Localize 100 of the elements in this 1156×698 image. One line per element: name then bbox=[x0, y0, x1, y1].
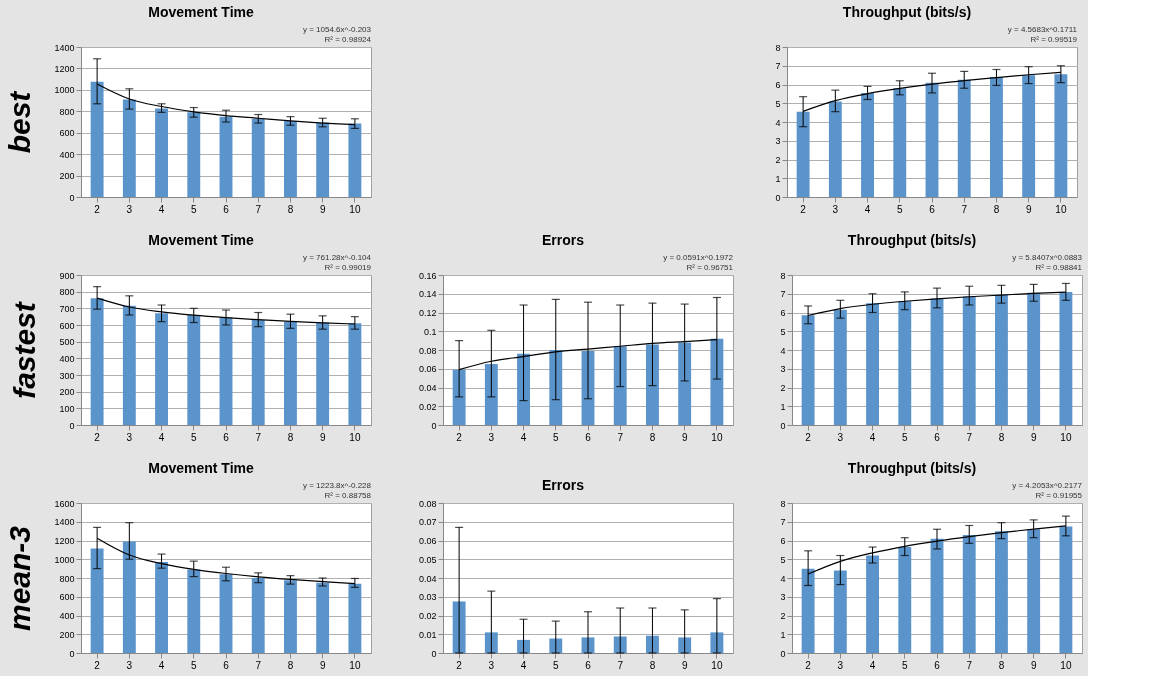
bar bbox=[866, 555, 879, 653]
y-tick-label: 700 bbox=[59, 303, 75, 314]
y-tick-label: 4 bbox=[775, 117, 781, 128]
y-tick-label: 400 bbox=[59, 611, 75, 621]
x-tick-label: 8 bbox=[287, 431, 294, 443]
x-tick-label: 7 bbox=[617, 659, 624, 671]
x-tick-label: 3 bbox=[126, 431, 133, 443]
bar bbox=[155, 562, 168, 653]
y-tick-label: 800 bbox=[59, 106, 75, 117]
y-tick-label: 500 bbox=[59, 337, 75, 348]
bar bbox=[517, 353, 530, 425]
bar bbox=[930, 298, 944, 425]
x-tick-label: 3 bbox=[488, 431, 495, 443]
bar bbox=[646, 344, 659, 425]
x-tick-label: 2 bbox=[94, 659, 101, 671]
y-tick-label: 100 bbox=[59, 403, 75, 414]
bar bbox=[348, 123, 362, 197]
x-tick-label: 9 bbox=[1030, 431, 1037, 443]
bar bbox=[930, 538, 944, 653]
y-tick-label: 1400 bbox=[54, 42, 75, 53]
bar bbox=[284, 321, 297, 425]
y-tick-label: 5 bbox=[775, 98, 781, 109]
y-tick-label: 0 bbox=[69, 648, 75, 659]
chart-title: Throughput (bits/s) bbox=[842, 4, 972, 20]
y-tick-label: 8 bbox=[780, 270, 786, 281]
bar bbox=[452, 369, 466, 425]
x-tick-label: 10 bbox=[349, 431, 361, 443]
y-axis-title: best bbox=[3, 89, 37, 154]
x-tick-label: 9 bbox=[1030, 659, 1037, 671]
bar bbox=[678, 342, 692, 425]
y-tick-label: 2 bbox=[780, 383, 786, 393]
x-tick-label: 3 bbox=[837, 431, 844, 443]
x-tick-label: 5 bbox=[902, 659, 908, 671]
x-tick-label: 8 bbox=[649, 659, 656, 671]
bar bbox=[990, 77, 1003, 197]
chart-title: Throughput (bits/s) bbox=[847, 232, 977, 248]
y-tick-label: 0 bbox=[431, 420, 437, 431]
bar bbox=[187, 112, 201, 197]
text: y = 1223.8x^-0.228 bbox=[302, 481, 372, 490]
x-tick-label: 4 bbox=[869, 431, 876, 443]
y-tick-label: 6 bbox=[780, 536, 786, 546]
x-tick-label: 7 bbox=[255, 659, 262, 671]
y-tick-label: 0.05 bbox=[418, 554, 437, 565]
bar bbox=[898, 301, 912, 425]
y-tick-label: 300 bbox=[59, 370, 75, 381]
y-tick-label: 200 bbox=[59, 171, 75, 182]
y-tick-label: 1400 bbox=[54, 517, 75, 528]
y-tick-label: 0.04 bbox=[418, 383, 437, 393]
x-tick-label: 5 bbox=[191, 659, 197, 671]
chart-title: Movement Time bbox=[148, 232, 254, 248]
y-axis-title: fastest bbox=[8, 300, 42, 399]
x-tick-label: 5 bbox=[897, 203, 903, 215]
x-tick-label: 2 bbox=[94, 431, 101, 443]
bar bbox=[898, 547, 912, 653]
x-tick-label: 7 bbox=[255, 431, 262, 443]
y-tick-label: 0.02 bbox=[418, 401, 437, 412]
y-tick-label: 1 bbox=[780, 401, 786, 412]
bar bbox=[796, 111, 810, 197]
x-tick-label: 6 bbox=[223, 659, 230, 671]
x-tick-label: 8 bbox=[993, 203, 1000, 215]
x-tick-label: 3 bbox=[126, 203, 133, 215]
chart-title: Errors bbox=[541, 477, 585, 493]
y-tick-label: 0 bbox=[431, 648, 437, 659]
x-tick-label: 2 bbox=[456, 659, 463, 671]
x-tick-label: 4 bbox=[158, 431, 165, 443]
x-tick-label: 6 bbox=[934, 431, 941, 443]
x-tick-label: 10 bbox=[711, 431, 723, 443]
y-tick-label: 400 bbox=[59, 149, 75, 160]
bar bbox=[122, 99, 136, 197]
y-tick-label: 400 bbox=[59, 353, 75, 364]
y-tick-label: 1 bbox=[780, 629, 786, 640]
bar bbox=[801, 315, 815, 425]
bar bbox=[833, 570, 847, 653]
y-tick-label: 0 bbox=[69, 420, 75, 431]
y-tick-label: 1000 bbox=[54, 554, 75, 565]
x-tick-label: 2 bbox=[805, 431, 812, 443]
x-tick-label: 3 bbox=[488, 659, 495, 671]
y-tick-label: 600 bbox=[59, 128, 75, 139]
x-tick-label: 10 bbox=[1060, 431, 1072, 443]
bar bbox=[90, 81, 104, 197]
text: R² = 0.88758 bbox=[324, 491, 372, 500]
x-tick-label: 10 bbox=[349, 659, 361, 671]
x-tick-label: 7 bbox=[255, 203, 262, 215]
text: R² = 0.98841 bbox=[1035, 263, 1083, 272]
y-tick-label: 1200 bbox=[54, 63, 75, 74]
x-tick-label: 10 bbox=[711, 659, 723, 671]
bar bbox=[613, 346, 627, 425]
y-tick-label: 0.06 bbox=[418, 536, 437, 546]
bar bbox=[316, 582, 330, 653]
x-tick-label: 5 bbox=[191, 431, 197, 443]
x-tick-label: 8 bbox=[998, 659, 1005, 671]
y-tick-label: 0.04 bbox=[418, 573, 437, 584]
x-tick-label: 4 bbox=[158, 203, 165, 215]
x-tick-label: 2 bbox=[94, 203, 101, 215]
bar bbox=[1054, 74, 1068, 197]
text: R² = 0.99019 bbox=[324, 263, 372, 272]
x-tick-label: 6 bbox=[585, 659, 592, 671]
bar bbox=[90, 548, 104, 653]
bar bbox=[284, 580, 297, 653]
bar bbox=[484, 364, 498, 425]
